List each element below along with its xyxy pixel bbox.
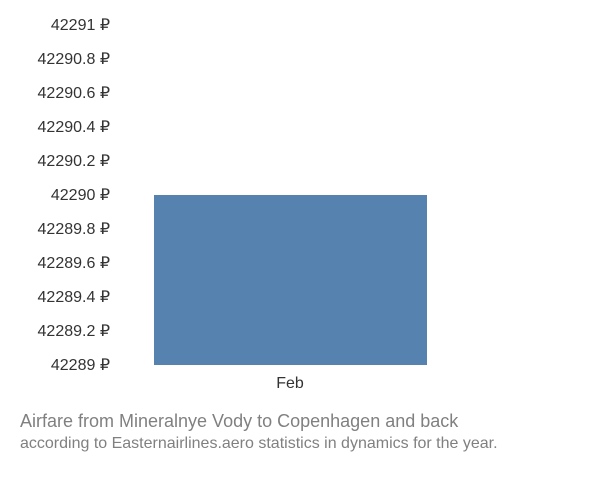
y-tick-label: 42290 ₽ <box>10 185 110 205</box>
x-tick-label: Feb <box>115 375 465 393</box>
y-tick-label: 42289 ₽ <box>10 355 110 375</box>
chart-caption: Airfare from Mineralnye Vody to Copenhag… <box>20 409 580 455</box>
plot-area: Feb <box>115 25 465 365</box>
y-tick-label: 42289.6 ₽ <box>10 253 110 273</box>
y-tick-label: 42290.2 ₽ <box>10 151 110 171</box>
y-tick-label: 42289.4 ₽ <box>10 287 110 307</box>
y-tick-label: 42290.4 ₽ <box>10 117 110 137</box>
y-axis: 42291 ₽42290.8 ₽42290.6 ₽42290.4 ₽42290.… <box>10 25 110 365</box>
y-tick-label: 42291 ₽ <box>10 15 110 35</box>
price-chart: 42291 ₽42290.8 ₽42290.6 ₽42290.4 ₽42290.… <box>10 25 480 365</box>
y-tick-label: 42289.8 ₽ <box>10 219 110 239</box>
bar <box>154 195 427 365</box>
caption-line-1: Airfare from Mineralnye Vody to Copenhag… <box>20 409 580 433</box>
y-tick-label: 42290.8 ₽ <box>10 49 110 69</box>
y-tick-label: 42290.6 ₽ <box>10 83 110 103</box>
y-tick-label: 42289.2 ₽ <box>10 321 110 341</box>
caption-line-2: according to Easternairlines.aero statis… <box>20 433 580 455</box>
